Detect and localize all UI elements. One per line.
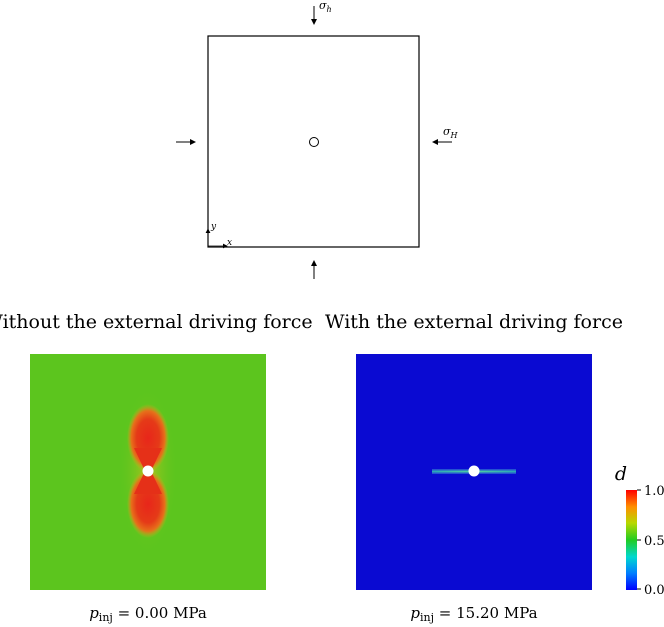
right-pressure-label: pinj = 15.20 MPa [410, 604, 537, 624]
right-panel-title: With the external driving force [325, 311, 623, 333]
domain-square [207, 35, 420, 248]
colorbar-label: d [615, 463, 627, 485]
x-axis-label: x [227, 238, 232, 248]
colorbar-tick-label-mid: 0.5 [644, 534, 664, 549]
colorbar-gradient [626, 490, 637, 590]
left-phase-field-panel [30, 354, 266, 590]
sigma-h-label: σh [319, 0, 332, 14]
right-borehole [468, 465, 480, 477]
colorbar-tick-label-bottom: 0.0 [644, 583, 664, 598]
boundary-schematic: σh σH x y [176, 0, 459, 279]
y-axis-label: y [210, 222, 217, 232]
colorbar: d 1.0 0.5 0.0 [615, 463, 664, 598]
sigma-H-label: σH [443, 125, 459, 140]
right-phase-field-panel [356, 354, 592, 590]
left-pressure-label: pinj = 0.00 MPa [89, 604, 207, 624]
left-borehole [142, 465, 154, 477]
colorbar-tick-label-top: 1.0 [644, 484, 664, 499]
borehole-circle [309, 137, 319, 147]
left-panel-title: Without the external driving force [0, 311, 313, 333]
